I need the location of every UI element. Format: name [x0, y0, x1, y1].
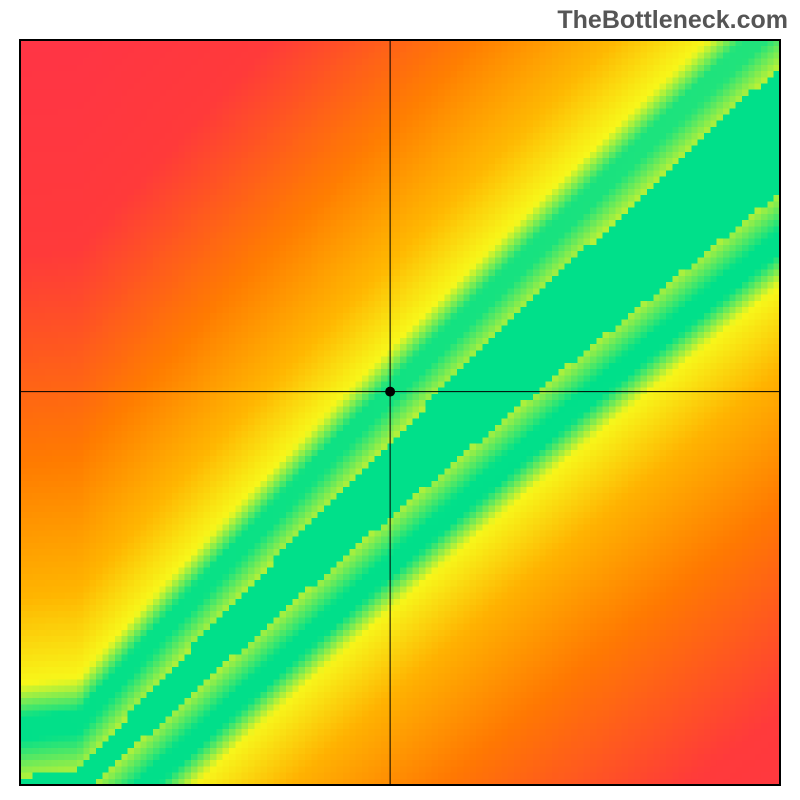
plot-border [20, 40, 780, 785]
overlay-svg [0, 0, 800, 800]
watermark-text: TheBottleneck.com [557, 6, 788, 35]
chart-container: TheBottleneck.com [0, 0, 800, 800]
crosshair-marker [385, 387, 395, 397]
